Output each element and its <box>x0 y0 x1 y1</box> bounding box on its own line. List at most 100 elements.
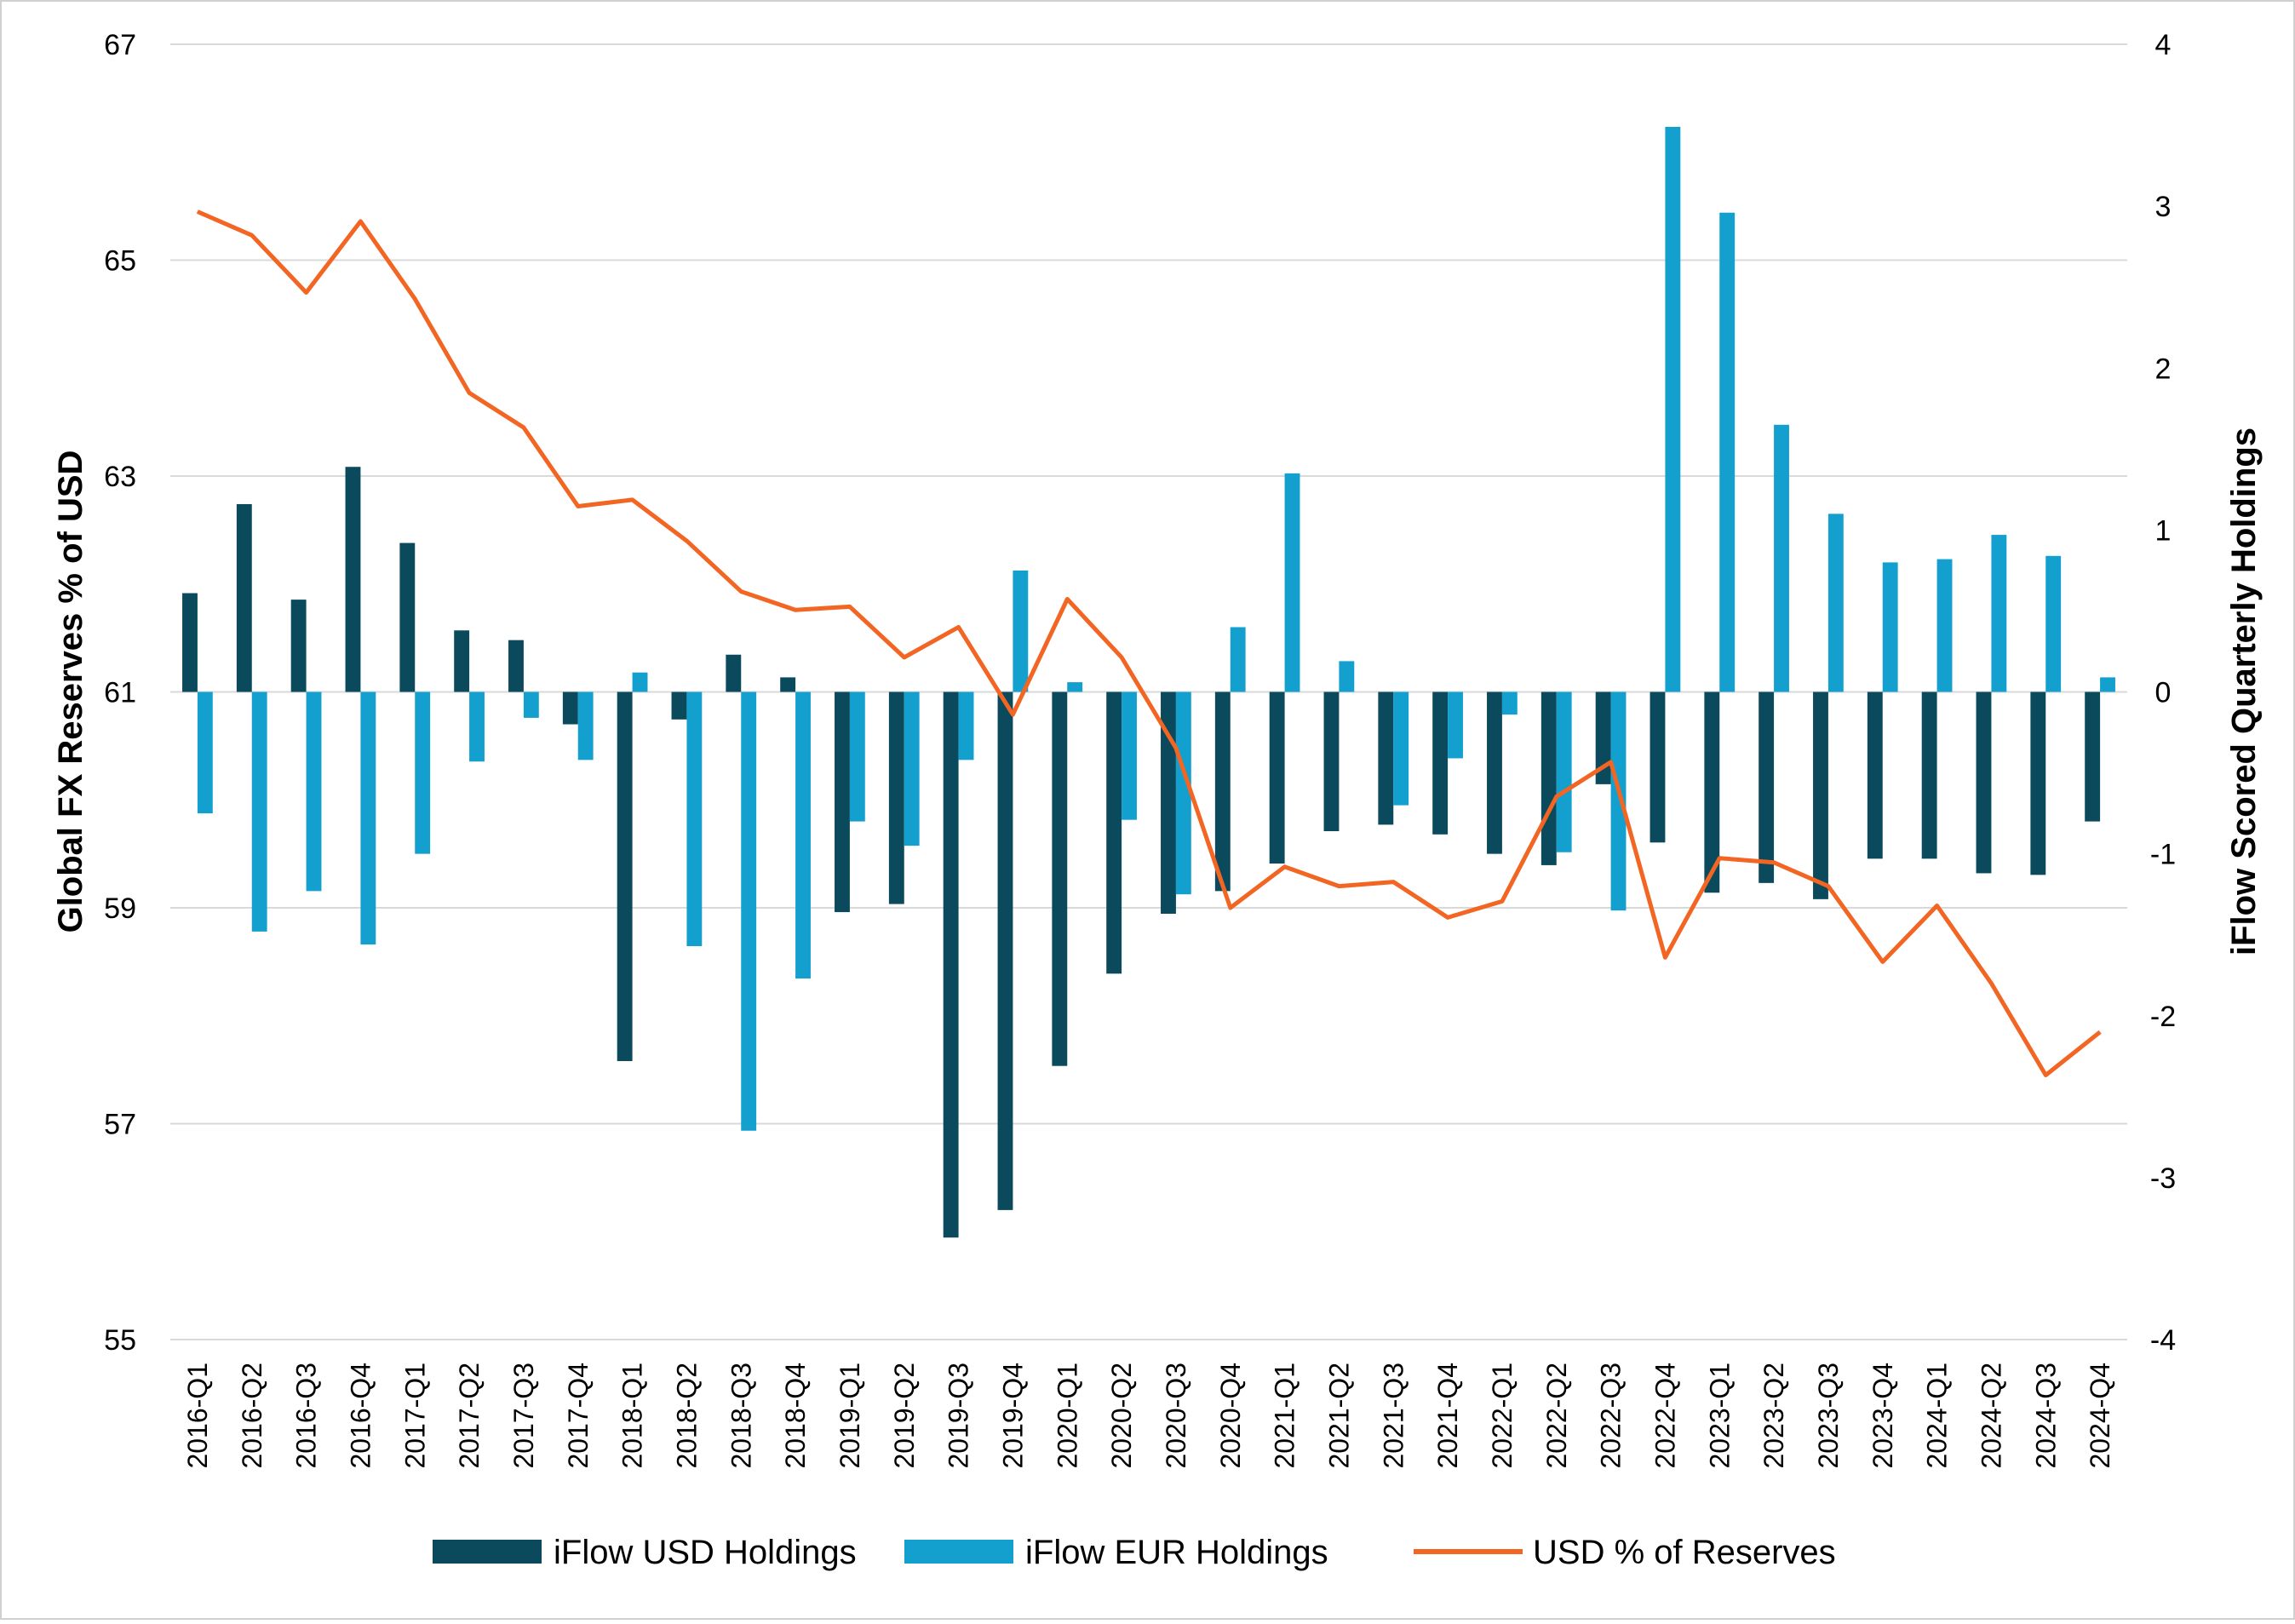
bar-usd-holdings <box>1378 691 1394 825</box>
bar-eur-holdings <box>2100 677 2115 692</box>
bar-eur-holdings <box>1610 691 1627 911</box>
x-axis-tick-label: 2021-Q3 <box>1378 1363 1409 1469</box>
bar-eur-holdings <box>1013 570 1029 692</box>
x-axis-tick-label: 2018-Q4 <box>780 1363 811 1469</box>
left-axis-tick-label: 61 <box>104 677 136 709</box>
x-axis-tick-label: 2022-Q3 <box>1596 1363 1627 1469</box>
bar-eur-holdings <box>2045 555 2062 692</box>
x-axis-tick-label: 2017-Q4 <box>563 1363 594 1469</box>
x-axis-tick-label: 2023-Q3 <box>1813 1363 1844 1469</box>
bar-eur-holdings <box>904 691 920 846</box>
bar-usd-holdings <box>236 503 252 692</box>
bar-usd-holdings <box>1269 691 1285 864</box>
bar-eur-holdings <box>1501 691 1518 715</box>
x-axis-tick-label: 2021-Q2 <box>1323 1363 1354 1469</box>
left-axis-tick-label: 63 <box>104 461 136 493</box>
bar-usd-holdings <box>1921 691 1937 859</box>
bar-usd-holdings <box>2030 691 2046 875</box>
right-axis-tick-label: 4 <box>2155 29 2172 61</box>
right-axis-tick-label: 2 <box>2155 353 2172 385</box>
bar-eur-holdings <box>306 691 322 892</box>
line-series <box>196 209 2102 1077</box>
bar-eur-holdings <box>577 691 594 760</box>
left-axis-tick-label: 59 <box>104 892 136 925</box>
x-axis-tick-label: 2019-Q4 <box>997 1363 1028 1469</box>
gridlines <box>170 43 2127 1340</box>
right-axis-tick-label: 1 <box>2155 514 2172 547</box>
right-axis-tick-label: -4 <box>2150 1324 2176 1357</box>
x-axis-tick-label: 2022-Q4 <box>1650 1363 1680 1469</box>
bar-eur-holdings <box>1393 691 1409 806</box>
bar-eur-holdings <box>469 691 485 762</box>
bar-usd-holdings <box>1323 691 1340 832</box>
bar-usd-holdings <box>1595 691 1611 784</box>
bar-eur-holdings <box>741 691 757 1131</box>
bar-usd-holdings <box>290 600 307 692</box>
bar-usd-holdings <box>1976 691 1992 874</box>
bar-eur-holdings <box>1882 562 1898 692</box>
x-axis-tick-label: 2016-Q3 <box>291 1363 322 1469</box>
usd-reserves-line <box>196 209 2102 1077</box>
x-axis-tick-label: 2017-Q1 <box>399 1363 430 1469</box>
x-axis-tick-label: 2020-Q3 <box>1161 1363 1191 1469</box>
bar-eur-holdings <box>251 691 267 932</box>
bar-usd-holdings <box>345 467 361 692</box>
bar-eur-holdings <box>1175 691 1191 895</box>
right-axis-title: iFlow Scored Quarterly Holdings <box>2225 428 2263 955</box>
bar-usd-holdings <box>508 640 524 692</box>
bar-eur-holdings <box>523 691 539 718</box>
x-axis-tick-label: 2021-Q4 <box>1432 1363 1463 1469</box>
bar-eur-holdings <box>686 691 703 946</box>
left-axis-tick-label: 65 <box>104 245 136 278</box>
x-axis-tick-label: 2018-Q2 <box>671 1363 702 1469</box>
right-axis-tick-label: 0 <box>2155 677 2172 709</box>
x-axis-tick-label: 2023-Q4 <box>1868 1363 1898 1469</box>
bar-usd-holdings <box>1541 691 1557 865</box>
bar-eur-holdings <box>849 691 865 822</box>
bar-usd-holdings <box>182 593 198 692</box>
bar-usd-holdings <box>1052 691 1068 1066</box>
left-axis-ticks: 55 57 59 61 63 65 67 <box>104 29 136 1357</box>
x-axis-tick-label: 2024-Q3 <box>2030 1363 2061 1469</box>
x-axis-ticks: 2016-Q1 2016-Q2 2016-Q3 2016-Q4 2017-Q1 2017-… <box>182 1363 2115 1469</box>
legend-swatch-eur-holdings <box>904 1540 1013 1564</box>
bar-usd-holdings <box>888 691 904 904</box>
x-axis-tick-label: 2016-Q4 <box>345 1363 376 1469</box>
bar-usd-holdings <box>943 691 959 1238</box>
bar-eur-holdings <box>1774 424 1789 692</box>
x-axis-tick-label: 2022-Q2 <box>1541 1363 1572 1469</box>
bar-eur-holdings <box>1230 627 1246 692</box>
bar-eur-holdings <box>795 691 811 979</box>
bar-usd-holdings <box>1106 691 1122 974</box>
bars <box>182 126 2115 1238</box>
bar-eur-holdings <box>958 691 974 760</box>
left-axis-tick-label: 57 <box>104 1109 136 1141</box>
bar-usd-holdings <box>1650 691 1666 843</box>
x-axis-tick-label: 2024-Q4 <box>2085 1363 2115 1469</box>
right-axis-ticks: -4 -3 -2 -1 0 1 2 3 4 <box>2150 29 2176 1357</box>
bar-eur-holdings <box>1122 691 1137 820</box>
bar-usd-holdings <box>617 691 633 1061</box>
bar-usd-holdings <box>1432 691 1449 835</box>
x-axis-tick-label: 2020-Q4 <box>1215 1363 1246 1469</box>
x-axis-tick-label: 2019-Q1 <box>835 1363 865 1469</box>
left-axis-tick-label: 55 <box>104 1324 136 1357</box>
x-axis-tick-label: 2017-Q3 <box>508 1363 539 1469</box>
bar-eur-holdings <box>632 672 648 692</box>
bar-usd-holdings <box>726 654 742 692</box>
legend-label-eur-holdings: iFlow EUR Holdings <box>1025 1534 1328 1571</box>
bar-eur-holdings <box>1067 682 1083 692</box>
bar-eur-holdings <box>1936 559 1953 692</box>
bar-usd-holdings <box>399 542 416 692</box>
bar-usd-holdings <box>1704 691 1720 893</box>
legend: iFlow USD Holdings iFlow EUR Holdings US… <box>433 1534 1836 1571</box>
x-axis-tick-label: 2017-Q2 <box>454 1363 485 1469</box>
right-axis-tick-label: -2 <box>2150 1001 2176 1033</box>
bar-usd-holdings <box>1487 691 1502 854</box>
bar-eur-holdings <box>1284 473 1300 692</box>
x-axis-tick-label: 2022-Q1 <box>1487 1363 1518 1469</box>
bar-eur-holdings <box>1719 212 1736 692</box>
left-axis-tick-label: 67 <box>104 29 136 61</box>
left-axis-title: Global FX Reserves % of USD <box>52 450 89 933</box>
